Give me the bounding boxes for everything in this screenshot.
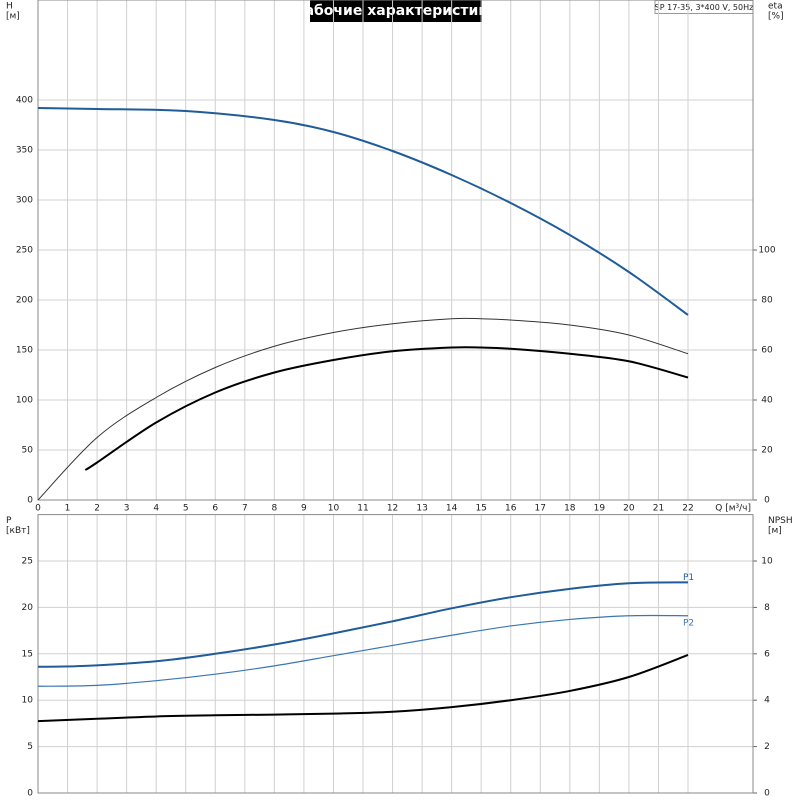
x-tick-label: 5 [183,504,189,514]
curve [84,346,689,471]
x-tick-label: 6 [212,504,218,514]
x-tick-label: 14 [446,504,458,514]
curve [37,317,689,501]
y2-tick-label: 0 [764,496,770,506]
y-tick-label: 50 [22,446,34,456]
y-tick-label: 150 [16,346,33,356]
curve [37,654,689,723]
y-tick-label: 300 [16,196,33,206]
title-box [310,0,482,22]
y2-tick-label: 8 [764,603,770,613]
x-tick-label: 11 [357,504,368,514]
y-label: P [6,516,12,526]
y-tick-label: 350 [16,146,33,156]
x-tick-label: 16 [505,504,517,514]
y-tick-label: 250 [16,246,33,256]
y-tick-label: 15 [22,649,33,659]
plot-frame [37,514,754,794]
y2-unit: [м] [768,526,782,536]
x-tick-label: 21 [653,504,664,514]
x-tick-label: 4 [153,504,159,514]
y2-tick-label: 2 [764,742,770,752]
x-tick-label: 10 [328,504,340,514]
x-tick-label: 8 [271,504,277,514]
series-label: P1 [683,573,694,583]
y2-label: NPSH [768,516,793,526]
series-label: P2 [683,618,694,628]
y-tick-label: 5 [27,742,33,752]
curve [37,614,689,687]
x-tick-label: 15 [475,504,486,514]
x-tick-label: 13 [416,504,427,514]
x-tick-label: 17 [535,504,546,514]
x-tick-label: 1 [65,504,71,514]
curve [37,107,689,316]
y2-tick-label: 6 [764,649,770,659]
curve [37,581,689,668]
y-unit: [м] [6,12,20,22]
y-tick-label: 200 [16,296,33,306]
y2-unit: [%] [768,12,784,22]
chart-title: Рабочие характеристики [294,3,497,19]
y-tick-label: 10 [22,696,34,706]
x-tick-label: 7 [242,504,248,514]
x-tick-label: 9 [301,504,307,514]
x-tick-label: 12 [387,504,398,514]
y-tick-label: 25 [22,557,33,567]
y2-tick-label: 100 [758,246,775,256]
y-tick-label: 100 [16,396,33,406]
y-label: H [6,2,13,12]
y2-tick-label: 40 [761,396,773,406]
x-tick-label: 0 [35,504,41,514]
y2-tick-label: 10 [761,557,773,567]
y2-tick-label: 20 [761,446,773,456]
y2-tick-label: 0 [764,789,770,799]
x-tick-label: 22 [682,504,693,514]
y2-label: eta [768,2,783,12]
x-tick-label: 19 [594,504,606,514]
plot-frame [37,0,754,501]
y-tick-label: 0 [27,496,33,506]
x-label: Q [м³/ч] [715,504,751,514]
y2-tick-label: 80 [761,296,773,306]
y-tick-label: 0 [27,789,33,799]
y-tick-label: 20 [22,603,34,613]
y2-tick-label: 60 [761,346,773,356]
x-tick-label: 3 [124,504,130,514]
x-tick-label: 2 [94,504,100,514]
y2-tick-label: 4 [764,696,770,706]
x-tick-label: 20 [623,504,635,514]
x-tick-label: 18 [564,504,576,514]
y-tick-label: 400 [16,96,33,106]
y-unit: [кВт] [6,526,30,536]
annotation: SP 17-35, 3*400 V, 50Hz [655,3,754,12]
